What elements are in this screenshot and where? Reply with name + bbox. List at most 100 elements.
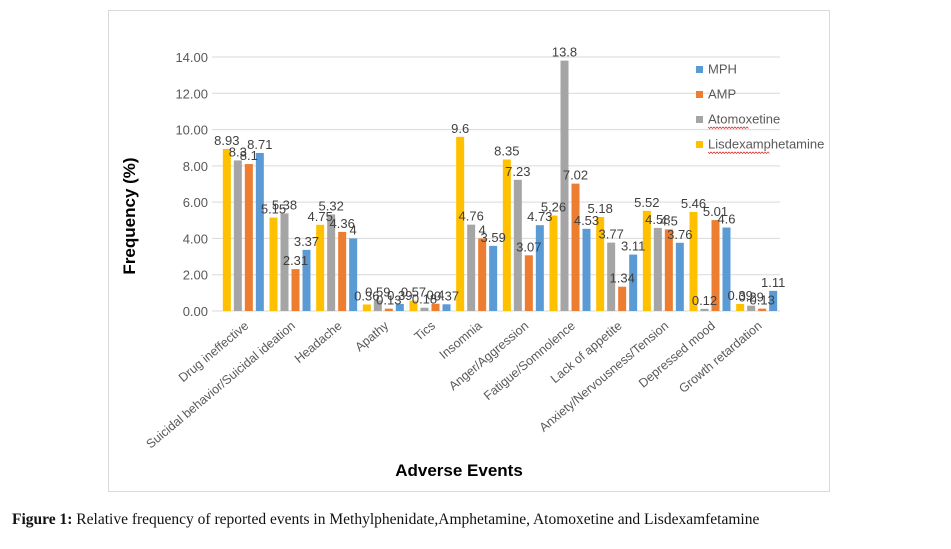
caption-label: Figure 1:	[12, 511, 73, 528]
data-label: 4.36	[330, 216, 355, 231]
spellcheck-underline	[707, 126, 749, 130]
legend-label: Lisdexamphetamine	[708, 137, 824, 152]
bar-lisdexamphetamine	[736, 303, 745, 311]
data-label: 0.4	[426, 288, 444, 303]
bar-amp	[291, 269, 300, 311]
bar-amp	[758, 308, 767, 311]
x-tick-label: Anger/Aggression	[446, 319, 531, 394]
bar-mph	[675, 242, 684, 311]
data-label: 0.13	[750, 293, 775, 308]
bar-mph	[395, 303, 404, 311]
data-label: 9.6	[451, 121, 469, 136]
bar-lisdexamphetamine	[316, 224, 325, 311]
data-label: 8.1	[240, 148, 258, 163]
y-axis-ticks: 0.00 2.00 4.00 6.00 8.00 10.00 12.00 14.00	[175, 50, 208, 319]
data-label: 4.53	[574, 213, 599, 228]
data-label: 4.6	[717, 212, 735, 227]
x-tick-label: Apathy	[352, 318, 391, 354]
x-axis-title: Adverse Events	[395, 461, 523, 480]
data-label: 0.36	[354, 288, 379, 303]
data-label: 4	[350, 222, 357, 237]
bar-amp	[478, 238, 487, 311]
data-label: 4.76	[459, 209, 484, 224]
bar-mph	[349, 238, 358, 311]
bar-amp	[618, 286, 627, 311]
bar-mph	[582, 228, 591, 311]
y-tick-label: 10.00	[175, 123, 208, 138]
data-label: 0.59	[365, 284, 390, 299]
x-tick-label: Fatigue/Somnolence	[481, 319, 578, 403]
bar-atomoxetine	[280, 213, 289, 311]
bar-lisdexamphetamine	[596, 217, 605, 311]
bar-amp	[244, 164, 253, 311]
data-label: 0.39	[728, 288, 753, 303]
data-label: 5.18	[588, 201, 613, 216]
figure-caption: Figure 1: Relative frequency of reported…	[12, 511, 759, 529]
data-label: 3.59	[481, 230, 506, 245]
bar-amp	[338, 231, 347, 311]
bar-amp	[571, 183, 580, 311]
data-label: 0.39	[387, 288, 412, 303]
bar-atomoxetine	[560, 60, 569, 311]
y-tick-label: 0.00	[183, 304, 208, 319]
x-tick-label: Headache	[292, 319, 345, 366]
data-label: 0.37	[434, 288, 459, 303]
data-label: 1.11	[761, 275, 785, 290]
bar-mph	[302, 249, 311, 311]
data-label: 3.37	[294, 234, 319, 249]
legend-label: MPH	[708, 62, 737, 77]
data-label: 5.15	[261, 202, 286, 217]
legend-swatch	[696, 91, 703, 98]
spellcheck-underline	[707, 151, 770, 155]
bar-mph	[769, 290, 778, 311]
data-label: 1.34	[610, 271, 635, 286]
data-label: 0.18	[412, 292, 437, 307]
legend: MPH AMP Atomoxetine Lisdexamphetamine	[696, 62, 824, 155]
data-label: 8.93	[214, 133, 239, 148]
y-tick-label: 8.00	[183, 159, 208, 174]
data-label: 4.58	[645, 212, 670, 227]
data-label: 7.02	[563, 168, 588, 183]
data-label: 8.71	[247, 137, 272, 152]
data-label: 4.5	[660, 213, 678, 228]
bar-atomoxetine	[420, 307, 429, 311]
data-label: 0.57	[401, 285, 426, 300]
bar-lisdexamphetamine	[502, 159, 511, 311]
bar-atomoxetine	[327, 214, 336, 311]
x-tick-label: Growth retardation	[676, 319, 764, 396]
bar-lisdexamphetamine	[362, 304, 371, 311]
data-label: 7.23	[505, 164, 530, 179]
data-label: 4.75	[308, 209, 333, 224]
data-label: 3.11	[621, 239, 645, 254]
data-label: 13.8	[552, 45, 577, 60]
data-label: 2.31	[283, 253, 308, 268]
bars	[222, 60, 778, 311]
caption-text: Relative frequency of reported events in…	[72, 511, 760, 528]
bar-lisdexamphetamine	[689, 211, 698, 311]
bar-amp	[711, 220, 720, 311]
data-label: 8.35	[494, 144, 519, 159]
data-label: 5.46	[681, 196, 706, 211]
legend-swatch	[696, 141, 703, 148]
data-label: 4.73	[527, 209, 552, 224]
data-label: 5.01	[703, 204, 728, 219]
bar-amp	[664, 229, 673, 311]
bar-lisdexamphetamine	[269, 217, 278, 311]
legend-swatch	[696, 66, 703, 73]
bar-atomoxetine	[700, 308, 709, 311]
bar-lisdexamphetamine	[409, 300, 418, 311]
bar-mph	[489, 245, 498, 311]
data-label: 3.77	[599, 227, 624, 242]
bar-mph	[535, 225, 544, 311]
bar-amp	[384, 308, 393, 311]
bar-lisdexamphetamine	[456, 136, 465, 311]
data-label: 8.3	[229, 144, 247, 159]
bar-mph	[442, 304, 451, 311]
bar-atomoxetine	[467, 224, 476, 311]
legend-label: AMP	[708, 87, 736, 102]
y-tick-label: 2.00	[183, 268, 208, 283]
bar-amp	[524, 255, 533, 311]
bar-atomoxetine	[747, 305, 756, 311]
y-tick-label: 4.00	[183, 231, 208, 246]
